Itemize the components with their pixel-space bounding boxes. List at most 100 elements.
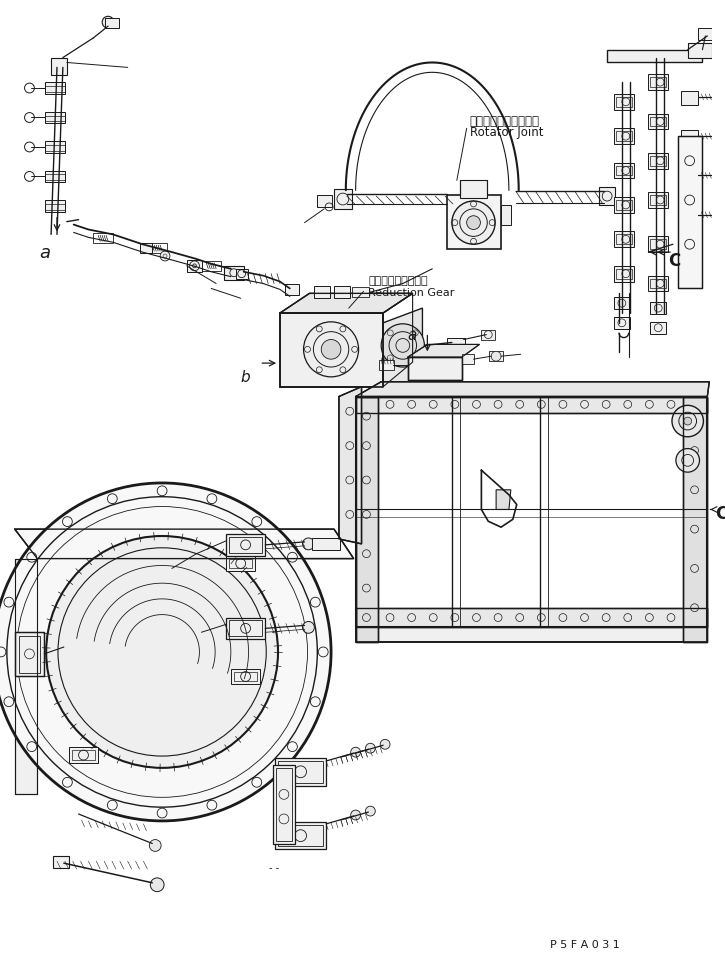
Bar — [45, 115, 65, 121]
Circle shape — [46, 536, 278, 768]
Bar — [614, 232, 634, 247]
Bar — [51, 58, 67, 75]
Circle shape — [676, 449, 700, 472]
Text: C: C — [715, 505, 725, 523]
Bar — [226, 534, 265, 555]
Bar — [681, 131, 698, 144]
Bar — [224, 266, 244, 280]
Circle shape — [672, 406, 703, 437]
Bar — [69, 748, 99, 763]
Bar — [481, 330, 495, 339]
Bar — [278, 761, 323, 782]
Bar — [648, 236, 668, 252]
Circle shape — [684, 417, 692, 425]
Text: - -: - - — [269, 863, 279, 874]
Bar — [141, 243, 152, 253]
Bar — [231, 669, 260, 684]
Circle shape — [719, 132, 725, 141]
Bar — [614, 297, 630, 309]
Bar — [379, 360, 394, 370]
Bar — [648, 113, 668, 130]
Bar — [45, 170, 65, 183]
Circle shape — [380, 739, 390, 750]
Circle shape — [102, 16, 114, 28]
Circle shape — [321, 339, 341, 359]
Bar — [202, 261, 221, 271]
Circle shape — [150, 878, 164, 892]
Circle shape — [719, 92, 725, 102]
Bar — [614, 266, 634, 282]
Bar — [226, 618, 265, 639]
Bar — [648, 74, 668, 90]
Circle shape — [149, 840, 161, 851]
Bar — [616, 269, 631, 279]
Bar — [318, 195, 332, 207]
Bar — [650, 322, 666, 333]
Bar — [650, 279, 666, 288]
Text: Rotator Joint: Rotator Joint — [470, 126, 543, 139]
Text: b: b — [241, 370, 250, 385]
Bar — [489, 352, 503, 361]
Polygon shape — [407, 357, 462, 380]
Bar — [19, 636, 41, 673]
Polygon shape — [683, 397, 708, 642]
Circle shape — [302, 622, 315, 633]
Bar — [275, 758, 326, 785]
Polygon shape — [607, 50, 703, 62]
Bar — [614, 94, 634, 110]
Bar — [447, 337, 465, 347]
Bar — [229, 558, 252, 568]
Circle shape — [351, 810, 360, 820]
Text: リダクションギヤー: リダクションギヤー — [368, 276, 428, 285]
Bar — [72, 751, 95, 760]
Polygon shape — [356, 397, 378, 642]
Bar — [45, 200, 65, 211]
Bar — [650, 302, 666, 314]
Bar — [650, 156, 666, 165]
Circle shape — [452, 201, 495, 244]
Bar — [648, 153, 668, 168]
Bar — [236, 269, 247, 279]
Bar — [45, 111, 65, 123]
Bar — [460, 181, 487, 198]
Bar — [229, 621, 262, 636]
Polygon shape — [14, 632, 44, 677]
Bar — [94, 234, 113, 243]
Bar — [45, 141, 65, 153]
Circle shape — [302, 538, 315, 550]
Polygon shape — [447, 195, 501, 249]
Polygon shape — [339, 386, 362, 544]
Bar — [334, 189, 352, 209]
Bar — [45, 86, 65, 92]
Bar — [334, 286, 349, 298]
Polygon shape — [14, 558, 37, 795]
Polygon shape — [356, 607, 708, 628]
Circle shape — [467, 215, 481, 230]
Bar — [681, 209, 698, 223]
Polygon shape — [14, 530, 354, 558]
Bar — [273, 765, 295, 844]
Bar — [45, 145, 65, 151]
Bar — [614, 129, 634, 144]
Text: P 5 F A 0 3 1: P 5 F A 0 3 1 — [550, 940, 620, 949]
Polygon shape — [356, 397, 708, 413]
Circle shape — [193, 264, 196, 268]
Circle shape — [365, 806, 376, 816]
Bar — [681, 91, 698, 105]
Bar — [600, 187, 615, 205]
Polygon shape — [280, 313, 383, 386]
Bar — [648, 276, 668, 291]
Circle shape — [304, 322, 359, 377]
Bar — [678, 136, 703, 288]
Circle shape — [719, 209, 725, 220]
Bar — [45, 175, 65, 181]
Bar — [650, 195, 666, 205]
Bar — [616, 132, 631, 141]
Circle shape — [351, 748, 360, 757]
Text: Reduction Gear: Reduction Gear — [368, 288, 455, 299]
Bar — [650, 239, 666, 249]
Bar — [234, 672, 257, 681]
Bar — [650, 77, 666, 87]
Bar — [616, 97, 631, 107]
Text: a: a — [407, 328, 417, 343]
